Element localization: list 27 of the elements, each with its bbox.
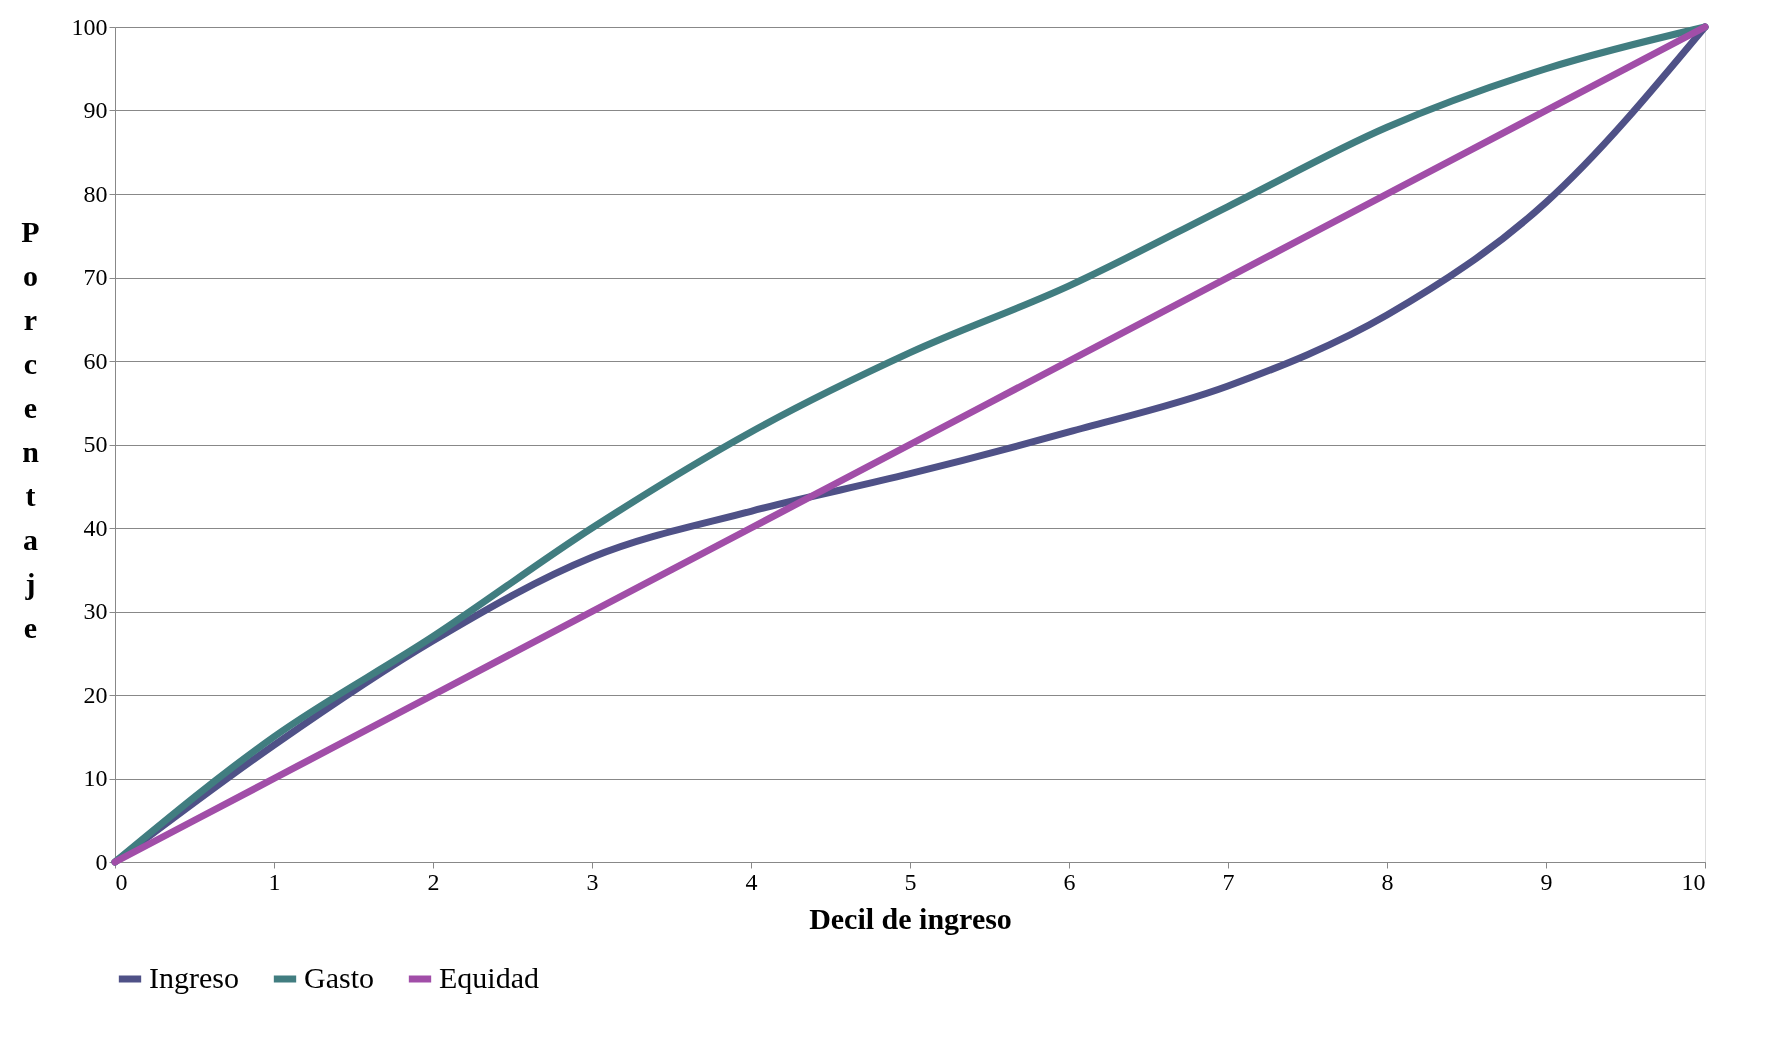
x-tick-label: 6 xyxy=(1063,868,1076,895)
y-tick-label: 90 xyxy=(83,97,108,123)
y-tick-label: 60 xyxy=(83,347,108,374)
y-tick-label: 80 xyxy=(83,180,108,207)
x-tick-label: 8 xyxy=(1381,868,1394,895)
x-tick-label: 0 xyxy=(115,868,128,895)
y-tick-label: 10 xyxy=(83,765,108,791)
x-tick-label: 7 xyxy=(1222,868,1235,895)
x-tick-label: 1 xyxy=(268,868,281,895)
x-tick-label: 2 xyxy=(427,868,440,895)
y-tick-label: 20 xyxy=(83,681,108,708)
text: Porcentaje xyxy=(21,214,40,644)
legend-label: Equidad xyxy=(439,961,539,994)
x-tick-label: 10 xyxy=(1681,868,1706,895)
legend-label: Gasto xyxy=(304,961,374,994)
x-tick-label: 5 xyxy=(904,868,917,895)
y-tick-label: 100 xyxy=(71,13,108,40)
x-tick-label: 3 xyxy=(586,868,599,895)
legend-label: Ingreso xyxy=(149,961,239,994)
y-tick-label: 70 xyxy=(83,264,108,290)
y-tick-label: 0 xyxy=(95,848,108,875)
x-axis-title: Decil de ingreso xyxy=(809,901,1012,935)
x-tick-label: 9 xyxy=(1540,868,1553,895)
y-tick-label: 50 xyxy=(83,431,108,457)
y-tick-label: 30 xyxy=(83,598,108,624)
x-tick-label: 4 xyxy=(745,868,758,895)
y-tick-label: 40 xyxy=(83,514,108,541)
